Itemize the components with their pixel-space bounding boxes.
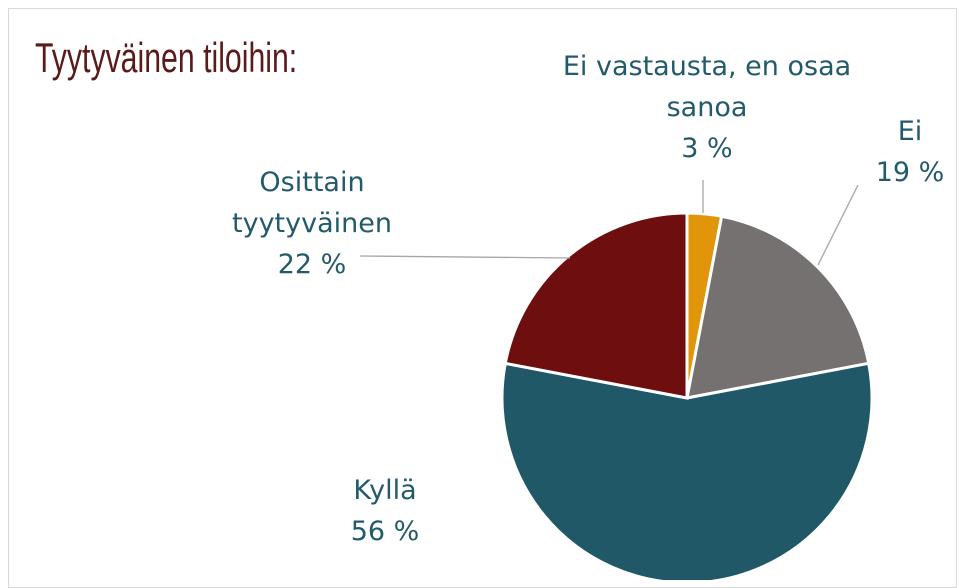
data-label: Ei 19 % xyxy=(850,111,959,193)
value-label: 22 % xyxy=(277,249,347,280)
data-label: Ei vastausta, en osaa sanoa 3 % xyxy=(527,46,887,169)
value-label: 56 % xyxy=(350,516,420,547)
category-label: Ei vastausta, en osaa sanoa xyxy=(562,51,852,123)
pie-slice xyxy=(503,211,689,400)
leader-line xyxy=(359,255,571,259)
pie-slice xyxy=(685,214,871,400)
pie-slice xyxy=(500,361,874,580)
category-label: Osittain tyytyväinen xyxy=(232,167,392,239)
value-label: 3 % xyxy=(681,133,733,164)
category-label: Kyllä xyxy=(353,475,417,506)
chart-title: Tyytyväinen tiloihin: xyxy=(35,34,298,81)
value-label: 19 % xyxy=(875,157,945,188)
data-label: Osittain tyytyväinen 22 % xyxy=(212,162,412,285)
leader-line xyxy=(817,184,859,266)
category-label: Ei xyxy=(897,116,923,147)
data-label: Kyllä 56 % xyxy=(285,470,485,552)
